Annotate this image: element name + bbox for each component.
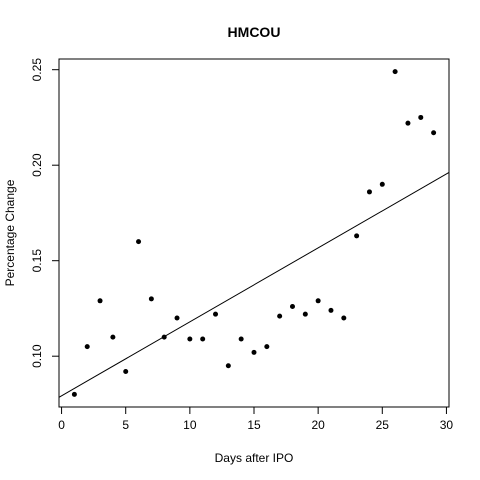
y-axis: 0.10 0.15 0.20 0.25: [30, 58, 60, 368]
data-point: [431, 130, 437, 136]
data-point: [123, 368, 129, 374]
data-point: [97, 298, 103, 304]
y-tick-label: 0.25: [30, 58, 44, 82]
y-tick-label: 0.10: [30, 344, 44, 368]
x-axis-label: Days after IPO: [215, 451, 294, 465]
data-point: [225, 363, 231, 369]
data-point: [315, 298, 321, 304]
data-points: [71, 69, 437, 397]
data-point: [379, 181, 385, 187]
y-axis-label: Percentage Change: [3, 179, 17, 286]
data-point: [366, 189, 372, 195]
data-point: [392, 69, 398, 75]
data-point: [341, 315, 347, 321]
data-point: [161, 334, 167, 340]
data-point: [289, 304, 295, 310]
data-point: [187, 336, 193, 342]
x-axis: 0 5 10 15 20 25 30: [58, 406, 454, 432]
x-tick-label: 5: [122, 418, 129, 432]
data-point: [84, 344, 90, 350]
data-point: [174, 315, 180, 321]
trend-line: [58, 172, 450, 398]
data-point: [418, 114, 424, 120]
data-point: [148, 296, 154, 302]
data-point: [251, 349, 257, 355]
data-point: [302, 311, 308, 317]
data-point: [110, 334, 116, 340]
x-tick-label: 15: [247, 418, 261, 432]
x-tick-label: 10: [183, 418, 197, 432]
data-point: [405, 120, 411, 126]
data-point: [277, 313, 283, 319]
chart-title: HMCOU: [228, 24, 281, 40]
trend-line-group: [58, 172, 450, 398]
x-tick-label: 0: [58, 418, 65, 432]
data-point: [200, 336, 206, 342]
x-tick-label: 30: [440, 418, 454, 432]
y-tick-label: 0.15: [30, 249, 44, 273]
x-tick-label: 25: [376, 418, 390, 432]
data-point: [71, 391, 77, 397]
x-tick-label: 20: [311, 418, 325, 432]
data-point: [328, 307, 334, 313]
data-point: [354, 233, 360, 239]
data-point: [264, 344, 270, 350]
data-point: [238, 336, 244, 342]
data-point: [136, 239, 142, 245]
data-point: [213, 311, 219, 317]
y-tick-label: 0.20: [30, 153, 44, 177]
